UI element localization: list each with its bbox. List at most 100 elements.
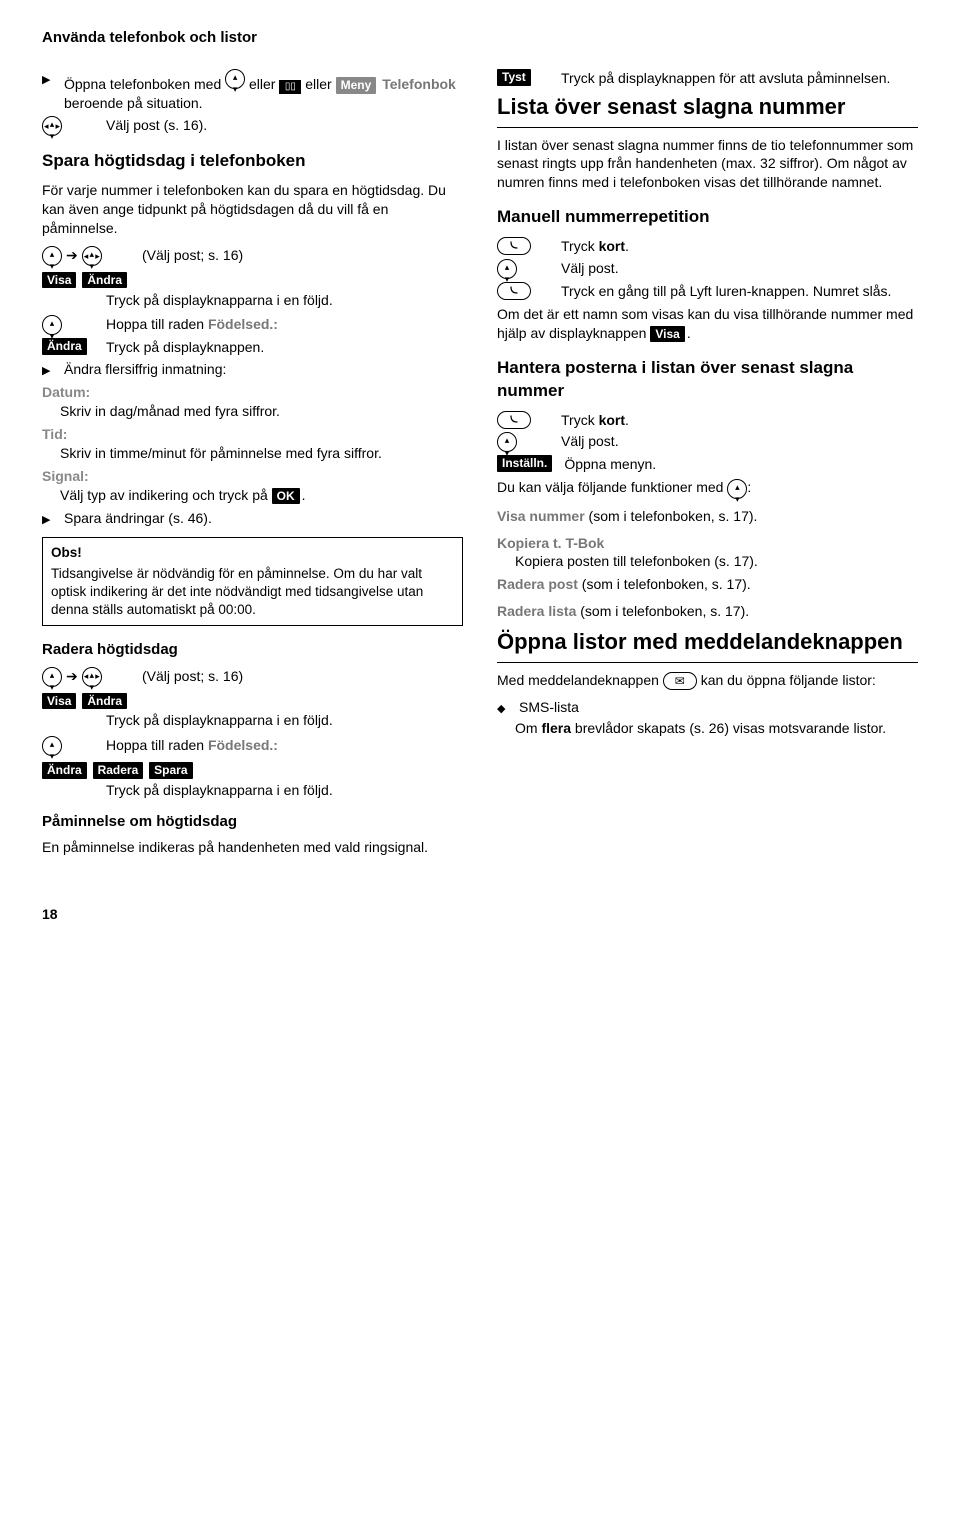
sms-list-bullet: SMS-lista [497, 698, 918, 717]
press-display-seq-3: Tryck på displayknapparna i en följd. [106, 781, 463, 800]
heading-manual-redial: Manuell nummerrepetition [497, 206, 918, 229]
field-birthday-label: Födelsed.: [208, 737, 278, 753]
right-column: Tyst Tryck på displayknappen för att avs… [497, 66, 918, 865]
step-text: Hoppa till raden Födelsed.: [106, 315, 463, 334]
text-fragment: kan du öppna följande listor: [701, 672, 876, 688]
heading-redial-list: Lista över senast slagna nummer [497, 94, 918, 127]
step-select-post-2: Välj post. [497, 432, 918, 452]
triangle-bullet-icon [42, 509, 56, 528]
if-name-body: Om det är ett namn som visas kan du visa… [497, 305, 918, 343]
softkey-meny: Meny [336, 77, 377, 93]
field-datum-label: Datum: [42, 383, 463, 402]
triangle-bullet-icon [42, 360, 56, 379]
text-fragment: eller [249, 76, 279, 92]
softkey-sequence-2: Visa Ändra [42, 691, 463, 710]
step-talk-short: Tryck kort. [497, 237, 918, 256]
softkey-andra: Ändra [82, 272, 127, 288]
talk-key-icon [497, 237, 531, 255]
text-fragment: . [302, 487, 306, 503]
note-body: Tidsangivelse är nödvändig för en påminn… [51, 566, 423, 617]
text-fragment: Du kan välja följande funktioner med [497, 479, 727, 495]
two-column-layout: Öppna telefonboken med eller ▯▯ eller Me… [42, 66, 918, 865]
step-select-post: Välj post. [497, 259, 918, 279]
heading-manage-entries: Hantera posterna i listan över senast sl… [497, 357, 918, 403]
text-bold: flera [541, 720, 571, 736]
step-open-menu: Inställn. Öppna menyn. [497, 455, 918, 474]
step-jump-birthday-2: Hoppa till raden Födelsed.: [42, 736, 463, 756]
opt-kopiera: Kopiera t. T-Bok Kopiera posten till tel… [497, 534, 918, 572]
step-text: Hoppa till raden Födelsed.: [106, 736, 463, 755]
option-label: Radera post [497, 576, 578, 592]
step-text: Välj post. [561, 259, 918, 278]
text-fragment: : [747, 479, 751, 495]
msg-body: Med meddelandeknappen ✉ kan du öppna föl… [497, 671, 918, 690]
page-number: 18 [42, 905, 918, 924]
step-text: Välj post. [561, 432, 918, 451]
nav-updown-icon [82, 246, 102, 266]
opt-radera-lista: Radera lista (som i telefonboken, s. 17)… [497, 602, 918, 621]
step-text: (Välj post; s. 16) [142, 667, 463, 686]
sms-list-text: SMS-lista [519, 698, 579, 717]
left-column: Öppna telefonboken med eller ▯▯ eller Me… [42, 66, 463, 865]
talk-key-icon [497, 282, 531, 300]
open-phonebook-text: Öppna telefonboken med eller ▯▯ eller Me… [64, 69, 463, 113]
multi-digit-text: Ändra flersiffrig inmatning: [64, 360, 226, 379]
nav-down-icon [225, 69, 245, 89]
nav-updown-icon [727, 479, 747, 499]
heading-save-anniversary: Spara högtidsdag i telefonboken [42, 150, 463, 173]
save-changes-bullet: Spara ändringar (s. 46). [42, 509, 463, 528]
field-datum-body: Skriv in dag/månad med fyra siffror. [60, 402, 463, 421]
option-label: Visa nummer [497, 508, 585, 524]
softkey-andra: Ändra [82, 693, 127, 709]
step-tyst: Tyst Tryck på displayknappen för att avs… [497, 69, 918, 88]
field-signal-body: Välj typ av indikering och tryck på OK. [60, 486, 463, 505]
open-phonebook-bullet: Öppna telefonboken med eller ▯▯ eller Me… [42, 69, 463, 113]
softkey-sequence: Visa Ändra [42, 270, 463, 289]
softkey-andra: Ändra [42, 762, 87, 778]
softkey-andra: Ändra [42, 338, 87, 354]
step-talk-again: Tryck en gång till på Lyft luren-knappen… [497, 282, 918, 301]
softkey-spara: Spara [149, 762, 192, 778]
nav-updown-icon [42, 736, 62, 756]
text-fragment: eller [305, 76, 335, 92]
step-press-andra: Ändra Tryck på displayknappen. [42, 338, 463, 357]
option-label: Kopiera t. T-Bok [497, 534, 918, 553]
nav-updown-icon [82, 667, 102, 687]
message-key-icon: ✉ [663, 672, 697, 690]
nav-updown-icon [497, 259, 517, 279]
choose-funcs: Du kan välja följande funktioner med : [497, 478, 918, 498]
step-text: Välj post (s. 16). [106, 116, 463, 135]
text-fragment: (som i telefonboken, s. 17). [578, 576, 751, 592]
text-fragment: Välj typ av indikering och tryck på [60, 487, 272, 503]
softlabel-telefonbok: Telefonbok [382, 76, 456, 92]
step-text: Tryck på displayknappen för att avsluta … [561, 69, 918, 88]
option-body: Kopiera posten till telefonboken (s. 17)… [515, 552, 918, 571]
text-fragment: Om det är ett namn som visas kan du visa… [497, 306, 913, 341]
softkey-ok: OK [272, 488, 300, 504]
softkey-sequence-3: Ändra Radera Spara [42, 760, 463, 779]
note-obs-label: Obs! [51, 544, 454, 562]
text-fragment: Hoppa till raden [106, 737, 208, 753]
field-birthday-label: Födelsed.: [208, 316, 278, 332]
text-fragment: brevlådor skapats (s. 26) visas motsvara… [571, 720, 886, 736]
step-text: Tryck kort. [561, 237, 918, 256]
softkey-tyst: Tyst [497, 69, 531, 85]
sms-body: Om flera brevlådor skapats (s. 26) visas… [515, 719, 918, 738]
step-jump-birthday: Hoppa till raden Födelsed.: [42, 315, 463, 335]
field-signal-label: Signal: [42, 467, 463, 486]
step-text: Tryck på displayknappen. [106, 338, 463, 357]
step-select-entry: Välj post (s. 16). [42, 116, 463, 136]
text-fragment: beroende på situation. [64, 95, 203, 111]
step-nav-to-post: (Välj post; s. 16) [42, 246, 463, 266]
nav-down-icon [42, 246, 62, 266]
heading-delete-anniversary: Radera högtidsdag [42, 640, 463, 660]
heading-reminder: Påminnelse om högtidsdag [42, 812, 463, 832]
arrow-right-icon [66, 246, 78, 265]
multi-digit-bullet: Ändra flersiffrig inmatning: [42, 360, 463, 379]
redial-body: I listan över senast slagna nummer finns… [497, 136, 918, 193]
field-tid-label: Tid: [42, 425, 463, 444]
diamond-bullet-icon [497, 698, 511, 717]
text-fragment: . [687, 325, 691, 341]
page-section-title: Använda telefonbok och listor [42, 28, 918, 48]
text-fragment: (som i telefonboken, s. 17). [585, 508, 758, 524]
